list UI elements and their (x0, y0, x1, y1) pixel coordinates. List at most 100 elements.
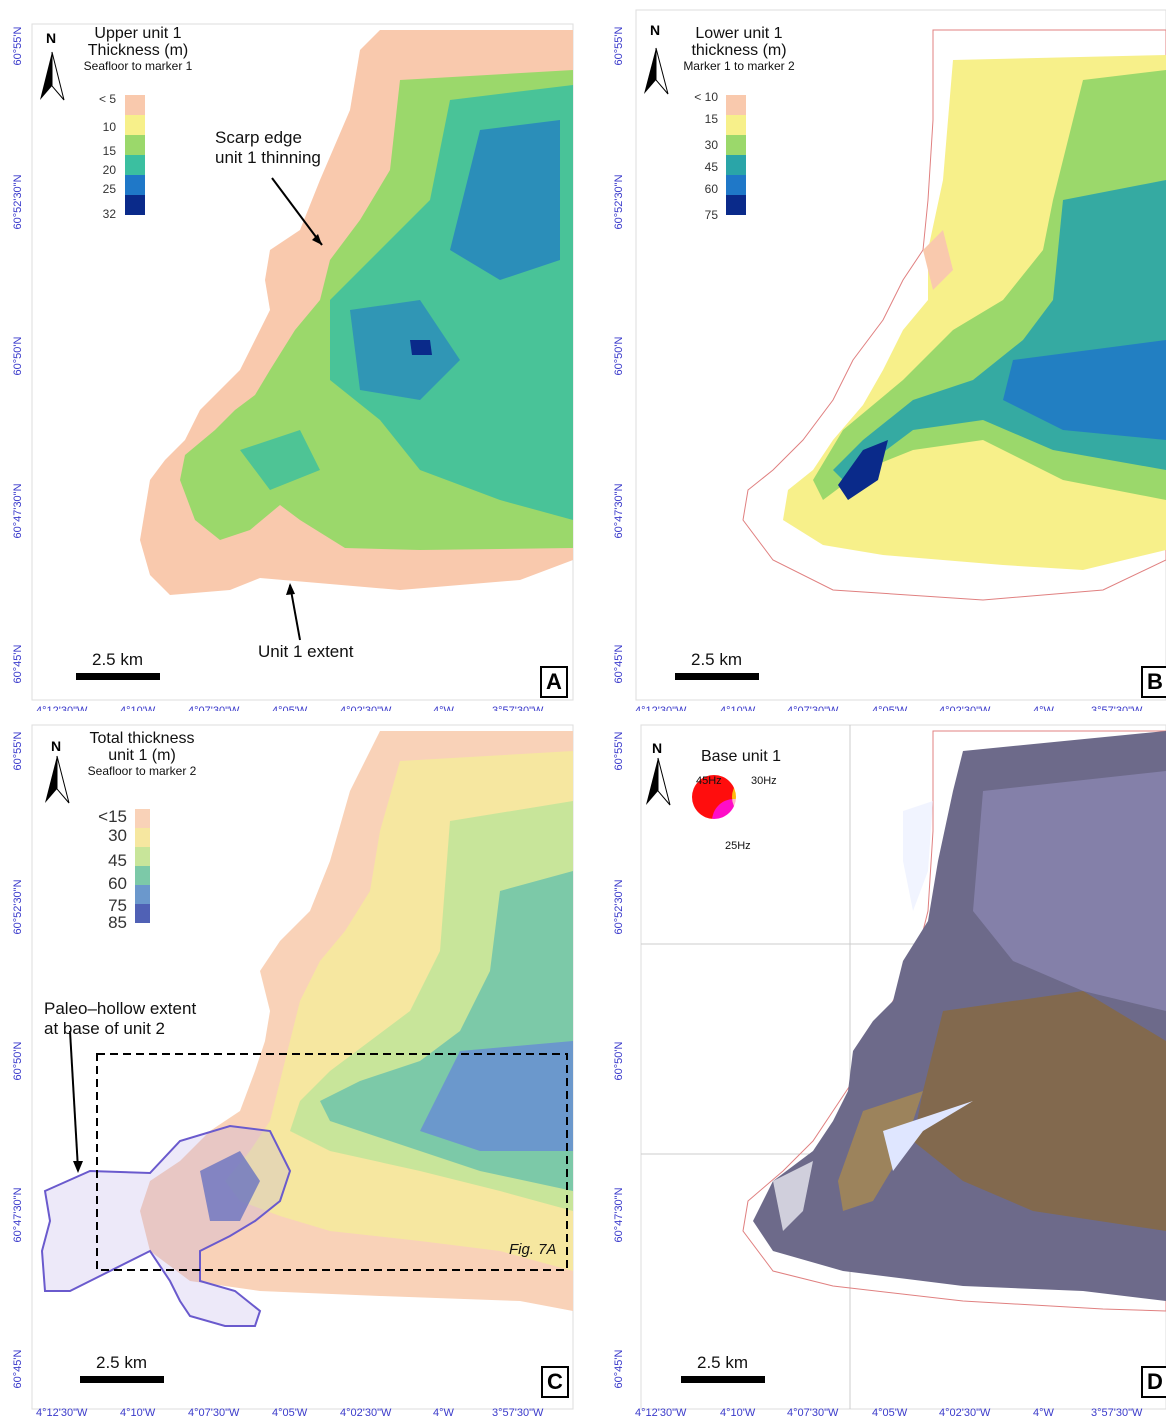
legend-title-line2: thickness (m) (691, 41, 787, 59)
legend-tick: 10 (102, 120, 116, 134)
legend-swatch (125, 95, 145, 115)
legend-title-line2: unit 1 (m) (108, 746, 176, 764)
lon-label: 4°W (1033, 1407, 1054, 1419)
legend-swatch (135, 847, 150, 866)
lon-label: 4°05'W (872, 1407, 908, 1419)
legend-tick: 20 (102, 163, 116, 177)
lon-label: 4°02'30"W (939, 705, 991, 711)
legend-swatch (726, 175, 746, 195)
legend-swatch (135, 809, 150, 828)
legend-tick: <15 (98, 807, 127, 826)
legend-tick: < 5 (98, 92, 116, 106)
rgb-label-blue: 25Hz (725, 840, 751, 852)
lat-label: 60°50'N (613, 336, 625, 376)
paleo-hollow-outline (40, 1124, 292, 1327)
scale-bar-b (675, 673, 759, 680)
lat-label: 60°55'N (613, 731, 625, 771)
scale-label-a: 2.5 km (92, 650, 144, 669)
annotation-paleo-hollow: Paleo–hollow extent at base of unit 2 (44, 999, 196, 1038)
scale-label-d: 2.5 km (697, 1353, 749, 1372)
lat-label: 60°45'N (12, 1349, 24, 1389)
legend-tick: 30 (108, 826, 127, 845)
lon-label: 3°57'30"W (492, 1407, 544, 1419)
legend-colorbar-a (125, 95, 145, 215)
lon-label: 4°02'30"W (340, 1407, 392, 1419)
legend-swatch (726, 135, 746, 155)
annotation-scarp: Scarp edge unit 1 thinning (215, 128, 321, 167)
rgb-label-red: 45Hz (696, 775, 722, 787)
scale-label-b: 2.5 km (691, 650, 743, 669)
lat-label: 60°55'N (12, 26, 24, 66)
lat-label: 60°50'N (613, 1041, 625, 1081)
legend-title-d: Base unit 1 (691, 748, 791, 766)
annotation-hollow-line1: Paleo–hollow extent (44, 999, 197, 1018)
legend-tick: 85 (108, 913, 127, 932)
legend-title-b: Lower unit 1 thickness (m) Marker 1 to m… (678, 25, 800, 73)
legend-tick: 75 (108, 896, 127, 915)
legend-tick: 75 (704, 208, 718, 222)
lon-label: 4°05'W (872, 705, 908, 711)
lon-label: 4°12'30"W (635, 705, 687, 711)
map-b (635, 9, 1166, 701)
legend-title-line1: Lower unit 1 (695, 25, 783, 42)
panel-d: N Base unit 1 45Hz 30Hz 25Hz 2.5 km D 60… (583, 711, 1166, 1422)
lon-label: 4°W (433, 1407, 454, 1419)
annotation-extent: Unit 1 extent (258, 642, 354, 661)
rgb-label-green: 30Hz (751, 775, 777, 787)
lon-label: 4°12'30"W (36, 705, 88, 711)
lon-label: 4°12'30"W (36, 1407, 88, 1419)
lon-label: 4°05'W (272, 1407, 308, 1419)
lat-label: 60°47'30"N (613, 1187, 625, 1243)
legend-swatch (135, 828, 150, 847)
annotation-hollow-line2: at base of unit 2 (44, 1018, 165, 1038)
legend-tick: 45 (704, 160, 718, 174)
lon-label: 4°02'30"W (939, 1407, 991, 1419)
legend-title-line1: Total thickness (89, 730, 195, 747)
lat-label: 60°50'N (12, 1041, 24, 1081)
panel-letter-d: D (1141, 1366, 1166, 1398)
panel-b: N Lower unit 1 thickness (m) Marker 1 to… (583, 0, 1166, 711)
legend-tick: < 10 (694, 90, 718, 104)
legend-title-line1: Base unit 1 (700, 748, 782, 765)
map-a (31, 23, 574, 701)
north-arrow-d (646, 758, 658, 805)
lat-label: 60°47'30"N (12, 483, 24, 539)
annotation-scarp-line1: Scarp edge (215, 128, 302, 147)
legend-tick: 15 (704, 112, 718, 126)
legend-subtitle: Marker 1 to marker 2 (683, 58, 795, 73)
lon-label: 4°W (433, 705, 454, 711)
legend-title-line1: Upper unit 1 (94, 25, 182, 42)
legend-subtitle: Seafloor to marker 1 (83, 58, 193, 73)
legend-swatch (135, 866, 150, 885)
lat-label: 60°52'30"N (613, 879, 625, 935)
lat-label: 60°52'30"N (12, 174, 24, 230)
map-c (31, 724, 574, 1410)
legend-subtitle: Seafloor to marker 2 (87, 763, 197, 778)
panel-letter-b: B (1141, 666, 1166, 698)
legend-title-a: Upper unit 1 Thickness (m) Seafloor to m… (78, 25, 198, 73)
legend-title-c: Total thickness unit 1 (m) Seafloor to m… (78, 730, 206, 778)
legend-swatch (726, 95, 746, 115)
north-label-a: N (46, 30, 57, 46)
legend-swatch (726, 155, 746, 175)
rgb-blue-circle (712, 799, 756, 843)
fig-7a-label: Fig. 7A (509, 1241, 557, 1258)
legend-tick: 30 (704, 138, 718, 152)
legend-tick: 60 (108, 874, 127, 893)
north-label-b: N (650, 22, 661, 38)
legend-colorbar-c (135, 809, 150, 923)
panel-a: N Upper unit 1 Thickness (m) Seafloor to… (0, 0, 583, 711)
legend-title-line2: Thickness (m) (87, 41, 189, 59)
lon-label: 4°07'30"W (787, 1407, 839, 1419)
lon-label: 4°07'30"W (787, 705, 839, 711)
north-arrow-c (45, 756, 57, 803)
legend-swatch (726, 115, 746, 135)
fig-7a-box (96, 1053, 568, 1271)
legend-tick: 45 (108, 851, 127, 870)
scale-bar-a (76, 673, 160, 680)
lon-label: 3°57'30"W (492, 705, 544, 711)
scale-bar-c (80, 1376, 164, 1383)
panel-c: N Total thickness unit 1 (m) Seafloor to… (0, 711, 583, 1422)
legend-swatch (125, 135, 145, 155)
legend-swatch (125, 175, 145, 195)
